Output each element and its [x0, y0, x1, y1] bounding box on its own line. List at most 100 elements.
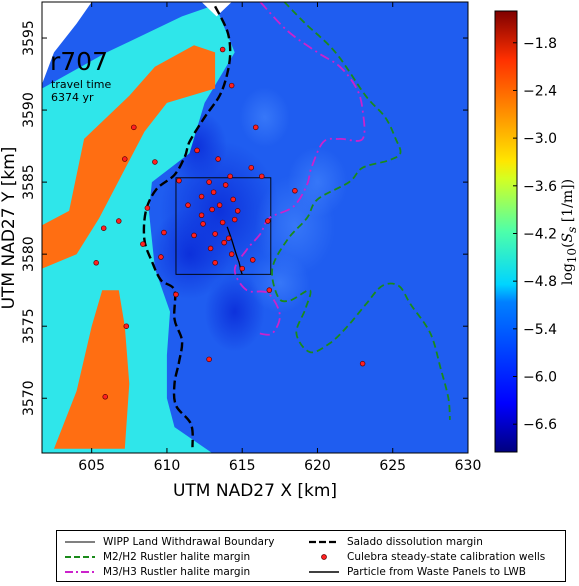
calibration-well-point	[123, 323, 130, 329]
legend-label-m3h3: M3/H3 Rustler halite margin	[103, 566, 251, 578]
legend-label-particle: Particle from Waste Panels to LWB	[347, 566, 526, 578]
orange-zone-upper	[42, 45, 216, 269]
legend-item-salado: Salado dissolution margin	[309, 534, 483, 550]
chart-svg: 605 610 615 620 625 630 3570 3575 3580 3585 3590 35…	[0, 1, 579, 501]
series-salado-dissolution-margin	[142, 5, 232, 448]
calibration-well-point	[266, 287, 273, 293]
calibration-well-point	[198, 193, 205, 200]
calibration-well-point	[228, 251, 235, 257]
x-tick-label: 625	[379, 458, 406, 474]
x-tick-label: 615	[229, 458, 256, 474]
y-tick-label: 3580	[21, 236, 37, 272]
texture-blob	[239, 87, 290, 148]
calibration-well-point	[102, 394, 108, 400]
calibration-well-point	[176, 177, 182, 184]
plot-area	[42, 2, 468, 453]
legend-label-m2h2: M2/H2 Rustler halite margin	[103, 551, 251, 563]
calibration-well-point	[212, 260, 218, 266]
colorbar-tick-label: −2.4	[523, 83, 557, 99]
calibration-well-point	[212, 231, 218, 237]
legend-item-m3h3: M3/H3 Rustler halite margin	[65, 564, 250, 580]
y-tick-label: 3585	[21, 164, 37, 200]
calibration-well-point	[219, 219, 226, 226]
panel-title: r707	[50, 47, 108, 76]
calibration-well-point	[253, 124, 259, 131]
calibration-well-point	[100, 225, 107, 231]
calibration-well-point	[359, 360, 366, 367]
calibration-well-point	[144, 205, 151, 211]
colorbar-tick-label: −3.6	[523, 179, 557, 195]
legend: WIPP Land Withdrawal Boundary M2/H2 Rust…	[56, 530, 566, 582]
legend-item-particle: Particle from Waste Panels to LWB	[309, 564, 526, 580]
calibration-well-point	[259, 173, 265, 180]
calibration-well-point	[194, 147, 200, 154]
calibration-well-point	[210, 189, 217, 195]
colorbar-tick-label: −5.4	[523, 322, 557, 338]
y-axis-label: UTM NAD27 Y [km]	[0, 147, 19, 310]
y-tick-label: 3570	[21, 380, 37, 416]
colorbar	[494, 10, 518, 453]
colorbar-tick-label: −1.8	[523, 36, 557, 52]
colorbar-tick-label: −6.0	[523, 370, 557, 386]
panel-caption-line2: 6374 yr	[51, 91, 94, 104]
legend-dashed-green-icon	[65, 556, 95, 558]
x-axis-label: UTM NAD27 X [km]	[173, 481, 337, 501]
calibration-well-point	[131, 124, 137, 131]
calibration-well-point	[206, 356, 212, 363]
calibration-well-point	[173, 291, 179, 298]
plot-frame	[41, 1, 469, 454]
calibration-well-point	[234, 208, 241, 214]
x-tick-label: 610	[154, 458, 181, 474]
calibration-well-point	[158, 254, 164, 260]
calibration-well-point	[209, 206, 215, 213]
calibration-well-point	[207, 245, 214, 252]
calibration-well-point	[249, 257, 256, 263]
calibration-well-point	[225, 235, 232, 242]
calibration-well-point	[248, 164, 254, 171]
legend-label-wells: Culebra steady-state calibration wells	[347, 551, 546, 563]
y-tick-label: 3575	[21, 308, 37, 344]
legend-label-salado: Salado dissolution margin	[347, 536, 483, 548]
calibration-well-point	[200, 221, 206, 227]
calibration-well-point	[93, 260, 99, 266]
calibration-well-point	[140, 241, 146, 247]
calibration-well-point	[215, 156, 221, 162]
orange-zone-lower	[54, 290, 130, 449]
calibration-well-point	[292, 188, 298, 194]
y-tick-label: 3590	[21, 92, 37, 128]
legend-dashed-black-icon	[309, 540, 339, 544]
series-m2-h2-rustler-halite-margin	[271, 2, 451, 420]
calibration-well-point	[161, 229, 167, 236]
wipp-boundary-box	[175, 177, 272, 275]
texture-blob	[149, 209, 230, 300]
map-texture	[149, 87, 348, 352]
calibration-well-point	[227, 173, 233, 180]
calibration-well-point	[216, 202, 223, 208]
calibration-well-point	[206, 179, 212, 185]
x-tick-label: 605	[78, 458, 105, 474]
calibration-well-point	[265, 218, 271, 224]
calibration-well-point	[228, 82, 235, 89]
texture-blob	[249, 252, 310, 313]
calibration-well-point	[198, 212, 205, 219]
texture-blob	[204, 271, 265, 352]
legend-solid-black-icon	[309, 571, 339, 573]
calibration-well-point	[222, 182, 229, 188]
texture-blob	[287, 147, 348, 218]
no-data-region	[42, 2, 92, 85]
panel-caption-line1: travel time	[51, 78, 111, 91]
calibration-well-point	[116, 218, 122, 224]
legend-dashdot-magenta-icon	[65, 571, 95, 573]
colorbar-tick-label: −6.6	[523, 417, 557, 433]
axis-layer: 605 610 615 620 625 630 3570 3575 3580 3585 3590 35…	[21, 2, 481, 474]
x-tick-label: 620	[304, 458, 331, 474]
colorbar-tick-label: −4.8	[523, 274, 557, 290]
series-m3-h3-rustler-halite-margin	[233, 2, 366, 336]
calibration-well-point	[219, 46, 226, 53]
calibration-well-point	[152, 159, 158, 165]
legend-line-icon	[65, 541, 95, 543]
colorbar-label: log10(Ss [1/m])	[560, 179, 579, 285]
x-tick-label: 630	[455, 458, 482, 474]
series-layer	[93, 2, 451, 448]
colorbar-ticks: −6.6 −6.0 −5.4 −4.8 −4.2 −3.6 −3.0 −2.4 −1.8	[513, 36, 557, 433]
